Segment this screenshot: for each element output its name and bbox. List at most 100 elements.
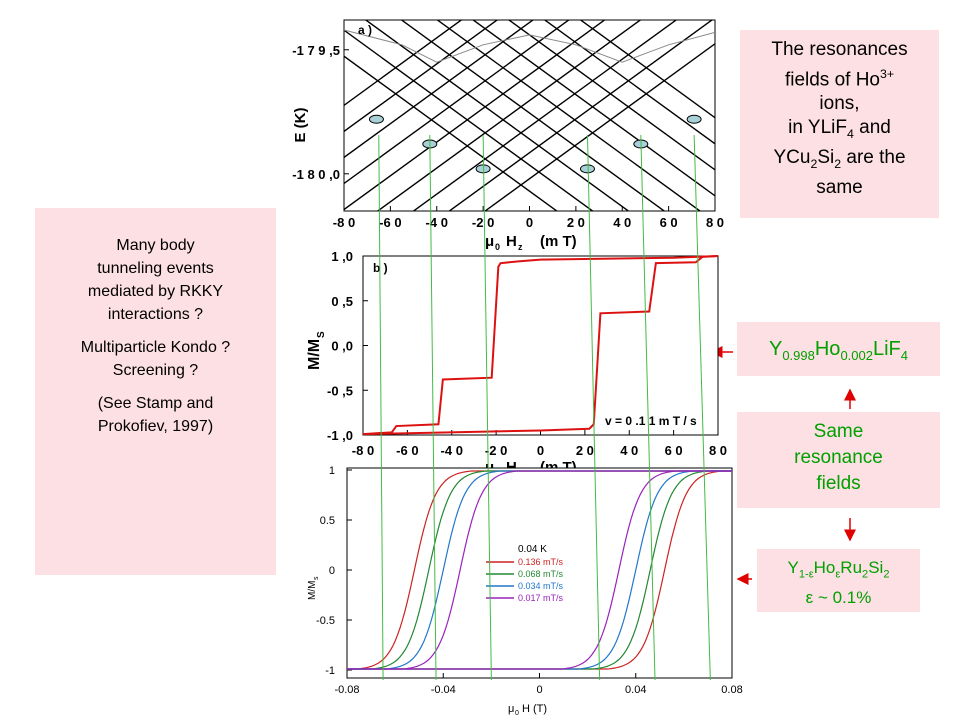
formula-ycu2si2-box: Y1-εHoεRu2Si2 ε ~ 0.1%	[757, 549, 920, 612]
res-line-6: same	[816, 176, 863, 198]
panel-b-xtick-label: 2 0	[576, 443, 594, 458]
energy-level-line	[579, 20, 715, 119]
same-line-2: resonance	[794, 447, 883, 468]
energy-level-chart: -8 0 -6 0 -4 0 -2 0 0 2 0 4 0 6 0 8 0 -1 7 9 ,5 -…	[292, 19, 724, 252]
panel-b-xtick-label: 0	[537, 443, 544, 458]
panel-b-xtick-label: -4 0	[441, 443, 463, 458]
panel-b-xtick-label: -6 0	[396, 443, 418, 458]
panel-b-ytick-label: -1 ,0	[327, 428, 353, 443]
svg-text:z: z	[518, 242, 523, 252]
panel-a-xtick-label: 8 0	[706, 215, 724, 230]
svg-text:0: 0	[495, 242, 500, 252]
panel-a-xtick-label: -2 0	[472, 215, 494, 230]
legend-label: 0.136 mT/s	[518, 557, 564, 567]
panel-b-annotation: v = 0 .1 1 m T / s	[605, 414, 697, 428]
formula-yliF4-box: Y0.998Ho0.002LiF4	[737, 322, 940, 376]
energy-level-line	[483, 43, 715, 211]
energy-level-line	[448, 20, 714, 211]
res-line-5: YCu2Si2 are the	[773, 147, 906, 171]
svg-text:M/M: M/M	[307, 581, 318, 600]
crossing-marker	[368, 114, 384, 124]
energy-level-line	[344, 29, 715, 63]
panel-c-ytick-label: -0.5	[316, 615, 335, 627]
hysteresis-curve-down	[347, 470, 732, 670]
panel-c-ytick-label: 0.5	[320, 515, 335, 527]
resonance-guide-line	[640, 134, 656, 681]
panel-c-xtick-label: -0.08	[334, 684, 359, 696]
res-line-2: fields of Ho3+	[784, 67, 895, 91]
question-text-1: Many body tunneling events mediated by R…	[87, 237, 224, 323]
svg-text:(m T): (m T)	[540, 233, 577, 250]
panel-a-xtick-label: 2 0	[567, 215, 585, 230]
question-text-2: Multiparticle Kondo ? Screening ?	[80, 339, 231, 379]
formula2-line-1: Y1-εHoεRu2Si2	[787, 558, 890, 581]
panel-b-ytick-label: 0 ,0	[331, 339, 353, 354]
energy-level-line	[344, 20, 463, 106]
crossing-marker	[579, 164, 595, 174]
panel-b-xtick-label: 8 0	[709, 443, 727, 458]
svg-text:μ: μ	[508, 703, 514, 715]
energy-level-line	[436, 20, 702, 211]
energy-level-line	[344, 20, 535, 158]
panel-a-ytick-label: -1 7 9 ,5	[292, 43, 340, 58]
panel-b-ytick-label: 1 ,0	[331, 249, 353, 264]
panel-c-ytick-label: 1	[329, 465, 335, 477]
resonance-statement-box: The resonances fields of Ho3+ ions, in Y…	[740, 30, 939, 218]
panel-b-xtick-label: 4 0	[620, 443, 638, 458]
hysteresis-chart: -0.08 -0.04 0 0.04 0.08 1 0.5 0 -0.5 -1 0.136 mT…	[307, 465, 743, 717]
reference-text: (See Stamp and Prokofiev, 1997)	[97, 395, 214, 435]
panel-a-ylabel: E (K)	[292, 108, 309, 143]
energy-level-line	[344, 55, 558, 211]
panel-c-xtick-label: 0	[536, 684, 542, 696]
magnetization-curve-up	[362, 255, 719, 436]
resonance-guide-line	[429, 134, 437, 681]
panel-c-xtick-label: 0.08	[721, 684, 742, 696]
res-line-3: ions,	[819, 93, 860, 115]
svg-text:H (T): H (T)	[522, 703, 547, 715]
panel-b-xtick-label: -8 0	[352, 443, 374, 458]
panel-a-xtick-label: 6 0	[660, 215, 678, 230]
panel-c-xtick-label: 0.04	[625, 684, 646, 696]
panel-c-xlabel: μ 0 H (T)	[508, 703, 547, 717]
energy-level-line	[344, 20, 570, 185]
magnetization-chart: -8 0 -6 0 -4 0 -2 0 0 2 0 4 0 6 0 8 0 1 ,0 0 ,5 0 …	[306, 249, 727, 478]
panel-b-label: b )	[373, 261, 388, 275]
resonance-guide-line	[378, 134, 384, 681]
panel-a-xtick-label: 0	[526, 215, 533, 230]
energy-level-line	[344, 29, 594, 211]
panel-b-xtick-label: -2 0	[485, 443, 507, 458]
svg-text:s: s	[313, 576, 320, 580]
energy-level-line	[364, 20, 630, 211]
energy-level-line	[344, 20, 499, 132]
res-line-1: The resonances	[771, 39, 908, 60]
resonance-guide-line	[482, 134, 492, 681]
panel-a-label: a )	[358, 23, 372, 37]
energy-level-line	[472, 20, 715, 197]
energy-level-line	[412, 20, 678, 211]
panel-a-xtick-label: -8 0	[333, 215, 355, 230]
energy-level-line	[543, 20, 715, 145]
panel-b-ytick-label: -0 ,5	[327, 383, 353, 398]
panel-c-ylabel: M/M s	[307, 576, 320, 600]
same-line-1: Same	[813, 421, 864, 442]
svg-text:M/M: M/M	[306, 339, 323, 370]
panel-b-xtick-label: 6 0	[665, 443, 683, 458]
res-line-4: in YLiF4 and	[788, 117, 891, 142]
panel-b-ytick-label: 0 ,5	[331, 294, 353, 309]
same-line-3: fields	[816, 473, 861, 494]
panel-a-xtick-label: -4 0	[426, 215, 448, 230]
panel-a-xtick-label: -6 0	[379, 215, 401, 230]
panel-c-ytick-label: -1	[325, 665, 335, 677]
legend-label: 0.017 mT/s	[518, 593, 564, 603]
svg-text:0: 0	[515, 710, 519, 717]
resonance-guide-line	[586, 134, 601, 681]
panel-a-xtick-label: 4 0	[613, 215, 631, 230]
energy-level-line	[344, 20, 606, 211]
panel-c-xtick-label: -0.04	[431, 684, 456, 696]
same-fields-box: Same resonance fields	[737, 412, 940, 508]
panel-a-xlabel: μ 0 H z (m T)	[485, 233, 577, 252]
energy-level-line	[400, 20, 666, 211]
panel-c-annotation: 0.04 K	[518, 544, 547, 555]
resonance-guide-line	[693, 134, 711, 681]
